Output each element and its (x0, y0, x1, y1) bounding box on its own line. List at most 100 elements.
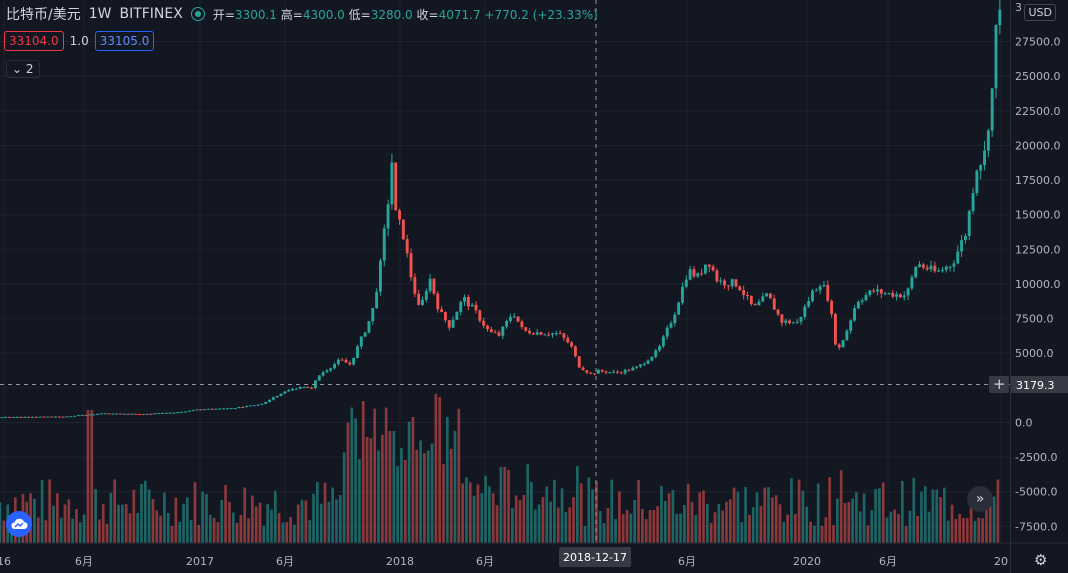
volume-bar (472, 495, 476, 543)
candle-body (902, 295, 906, 298)
volume-bar (105, 523, 109, 543)
candle-body (971, 193, 975, 212)
volume-bar (985, 497, 988, 543)
volume-bar (855, 492, 858, 543)
volume-bar (893, 509, 897, 543)
volume-bar (396, 466, 399, 543)
volume-bar (415, 449, 419, 543)
volume-bar (988, 501, 992, 543)
volume-bar (293, 524, 296, 543)
volume-bar (143, 480, 147, 543)
candle-body (96, 413, 99, 415)
candle-body (470, 304, 474, 307)
volume-bar (759, 505, 763, 543)
symbol-name[interactable]: 比特币/美元 (6, 7, 81, 23)
candle-body (654, 350, 658, 357)
candle-body (593, 373, 596, 375)
currency-button[interactable]: USD (1024, 4, 1056, 21)
volume-bar (388, 431, 392, 543)
volume-bar (576, 466, 579, 543)
candle-body (340, 359, 344, 361)
volume-bar (186, 497, 189, 543)
candle-body (482, 320, 486, 326)
candle-body (921, 264, 925, 268)
candle-body (172, 412, 176, 414)
volume-bar (705, 503, 709, 543)
indicators-toggle[interactable]: ⌄ 2 (6, 60, 40, 78)
volume-bar (403, 459, 407, 543)
candle-body (929, 265, 933, 270)
candle-body (283, 391, 287, 394)
candle-body (344, 359, 348, 363)
volume-bar (977, 517, 981, 543)
volume-bar (231, 512, 235, 543)
x-tick-label: 2020 (793, 555, 821, 568)
volume-bar (407, 421, 411, 543)
candle-body (642, 363, 646, 365)
candle-body (864, 295, 868, 301)
sell-price-button[interactable]: 33104.0 (4, 31, 64, 51)
volume-bar (885, 517, 889, 543)
high-value: 4300.0 (302, 7, 345, 22)
candle-body (459, 301, 463, 312)
candle-body (807, 301, 811, 307)
volume-bar (101, 504, 105, 543)
candle-body (149, 413, 153, 415)
volume-bar (973, 521, 977, 543)
candle-body (356, 346, 359, 358)
volume-bar (75, 508, 78, 543)
candle-body (291, 388, 294, 391)
volume-bar (889, 511, 893, 543)
candle-body (0, 417, 4, 419)
candle-body (925, 267, 929, 270)
volume-bar (786, 514, 789, 543)
volume-bar (350, 407, 354, 543)
settings-gear-icon[interactable]: ⚙ (1034, 551, 1048, 569)
volume-bar (709, 522, 713, 543)
candle-body (596, 369, 600, 374)
candle-body (233, 408, 237, 410)
x-axis-area (0, 543, 1068, 573)
buy-price-button[interactable]: 33105.0 (94, 31, 155, 51)
double-chevron-right-icon[interactable]: » (967, 486, 993, 512)
candle-body (818, 286, 822, 291)
candle-body (107, 413, 111, 415)
volume-bar (285, 522, 289, 543)
volume-bar (782, 521, 786, 543)
volume-bar (640, 508, 644, 543)
candle-body (111, 413, 115, 415)
candle-body (126, 413, 130, 415)
interval-label[interactable]: 1W (88, 6, 112, 22)
candle-body (317, 375, 321, 381)
volume-bar (644, 519, 648, 543)
candle-body (811, 290, 814, 302)
candle-body (134, 413, 138, 415)
candle-body (371, 307, 375, 322)
candle-body (719, 280, 723, 282)
candle-body (417, 293, 421, 305)
volume-bar (381, 434, 384, 543)
candle-body (69, 416, 73, 418)
open-label: 开= (212, 7, 235, 22)
volume-bar (216, 522, 220, 543)
candle-body (707, 264, 711, 267)
x-tick-label: 16 (0, 555, 11, 568)
candle-body (623, 369, 627, 374)
candle-body (451, 319, 455, 328)
crosshair-price-label: 3179.3 (1016, 379, 1055, 392)
volume-bar (946, 520, 950, 543)
candle-body (260, 403, 264, 405)
candle-body (822, 285, 826, 287)
candle-body (833, 314, 837, 345)
candle-body (914, 266, 918, 278)
volume-bar (449, 448, 453, 543)
cloud-logo-icon[interactable] (6, 511, 32, 537)
volume-bar (323, 482, 327, 543)
volume-bar (637, 479, 640, 543)
candle-body (222, 408, 226, 410)
candle-body (562, 333, 566, 338)
candle-body (757, 301, 761, 306)
candle-body (956, 251, 960, 264)
volume-bar (373, 408, 377, 543)
